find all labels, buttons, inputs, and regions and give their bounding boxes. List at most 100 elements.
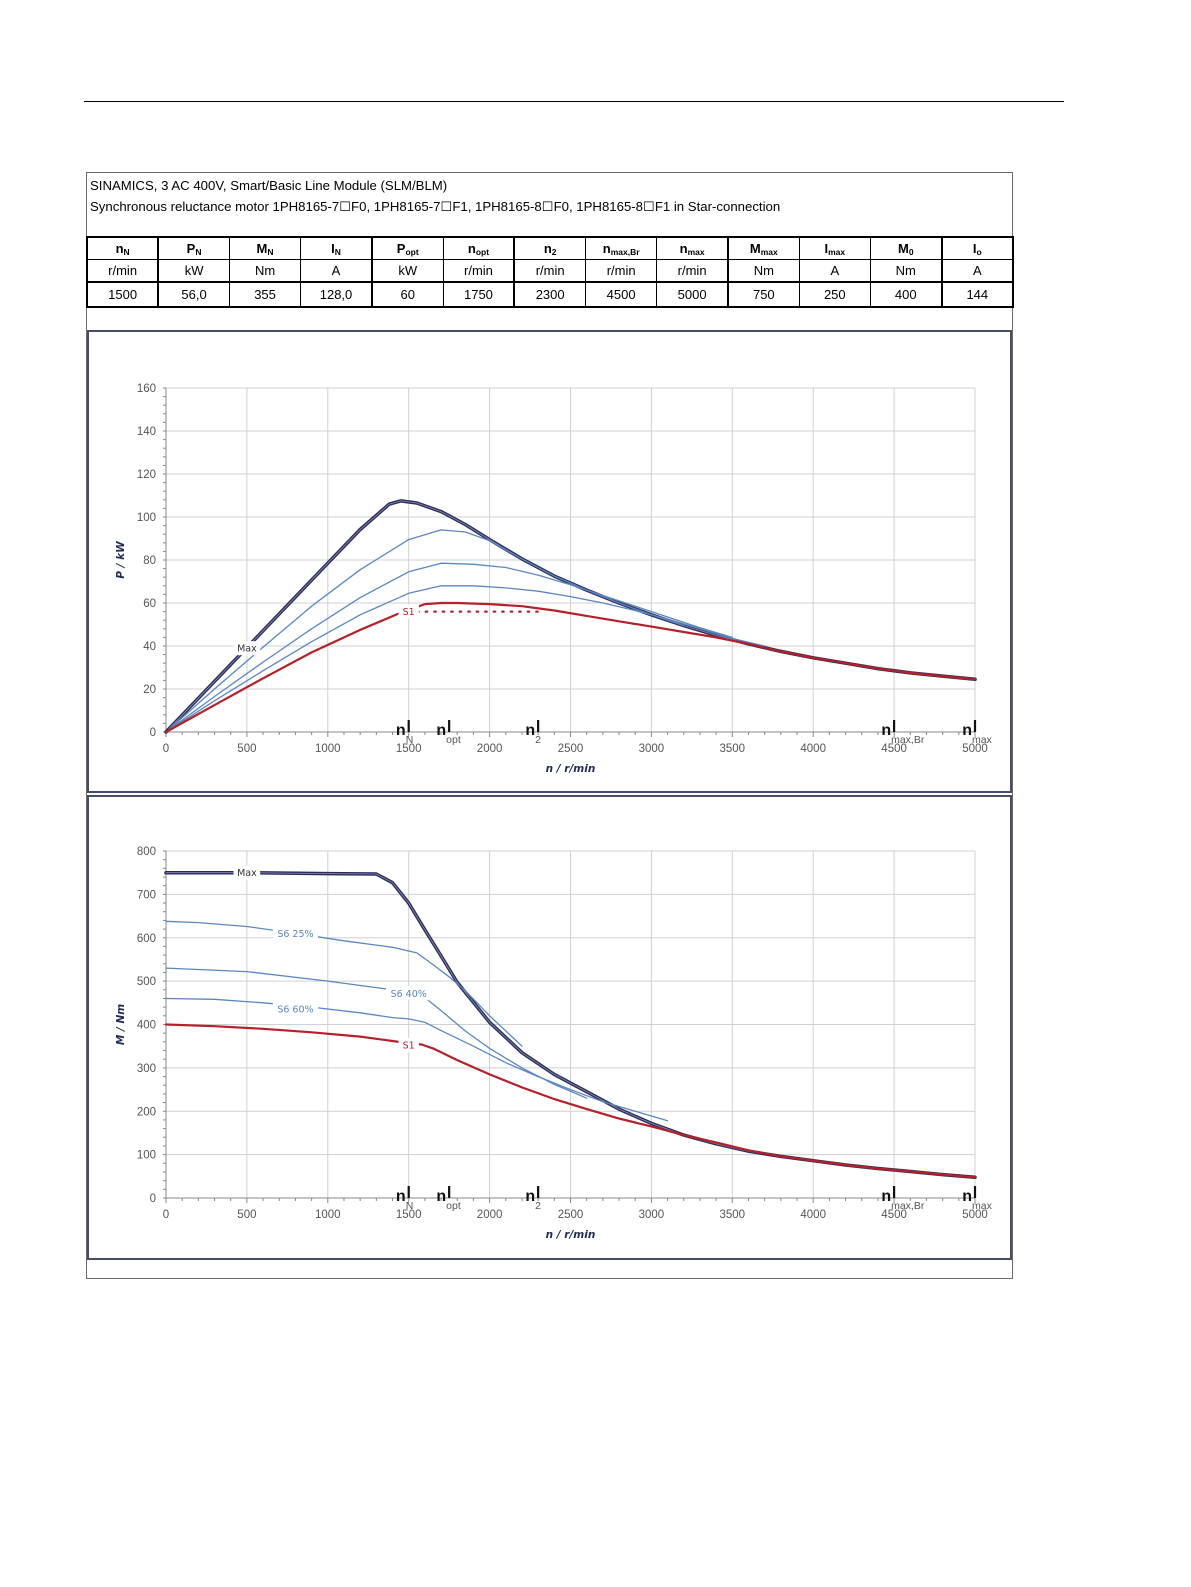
x-tick-label: 3000 bbox=[639, 1209, 665, 1221]
table-header-cell: nmax,Br bbox=[585, 236, 658, 260]
table-header-symbol: M bbox=[749, 240, 761, 256]
table-header-cell: n2 bbox=[513, 236, 587, 260]
series-label: Max bbox=[237, 868, 257, 879]
x-tick-label: 2000 bbox=[477, 1209, 503, 1221]
table-header-symbol: n bbox=[679, 240, 688, 256]
table-header-symbol: M bbox=[256, 240, 268, 256]
speed-marker-subscript: N bbox=[406, 734, 414, 746]
torque-chart: 0 500 1000 1500 2000 2500 3000 3500 4000 4500 5000… bbox=[115, 846, 993, 1241]
speed-marker-subscript: max,Br bbox=[891, 734, 925, 746]
series-line-s1 bbox=[164, 1023, 977, 1179]
y-tick-label: 500 bbox=[137, 976, 156, 988]
x-axis-title: n / r/min bbox=[546, 763, 596, 775]
speed-marker-subscript: opt bbox=[446, 734, 461, 746]
speed-marker-symbol: n bbox=[525, 1188, 535, 1205]
series-label-bg bbox=[272, 1001, 319, 1016]
speed-marker-symbol: n bbox=[881, 1188, 891, 1205]
table-header-symbol: P bbox=[396, 240, 406, 256]
table-unit-cell: A bbox=[300, 259, 373, 283]
series-line-s6-1 bbox=[165, 529, 685, 733]
x-tick-label: 3500 bbox=[720, 1209, 746, 1221]
speed-marker-subscript: 2 bbox=[535, 734, 541, 746]
table-header-symbol: I bbox=[331, 240, 335, 256]
table-value-cell: 250 bbox=[798, 281, 871, 308]
y-tick-label: 140 bbox=[137, 426, 156, 438]
x-tick-label: 1000 bbox=[315, 1209, 341, 1221]
table-header-cell: M0 bbox=[869, 236, 943, 260]
table-unit-cell: r/min bbox=[442, 259, 516, 283]
series-label: S1 bbox=[403, 1040, 415, 1051]
power-chart: 0 500 1000 1500 2000 2500 3000 3500 4000 4500 5000… bbox=[115, 383, 993, 775]
table-value-cell: 60 bbox=[371, 281, 444, 308]
speed-marker-subscript: opt bbox=[446, 1200, 461, 1212]
x-tick-label: 4500 bbox=[881, 1209, 907, 1221]
table-header-cell: nN bbox=[85, 236, 160, 260]
y-tick-label: 120 bbox=[137, 469, 156, 481]
x-tick-label: 1500 bbox=[396, 743, 422, 755]
x-tick-label: 4000 bbox=[800, 743, 826, 755]
series-line-s6-3 bbox=[165, 585, 766, 733]
table-unit-cell: kW bbox=[371, 259, 444, 283]
y-tick-label: 100 bbox=[137, 1150, 156, 1162]
y-tick-label: 700 bbox=[137, 889, 156, 901]
table-header-subscript: o bbox=[976, 246, 982, 257]
table-unit-cell: r/min bbox=[585, 259, 658, 283]
series-label-bg bbox=[398, 604, 419, 619]
series-label: Max bbox=[237, 644, 257, 655]
y-tick-label: 300 bbox=[137, 1063, 156, 1075]
table-unit-cell: A bbox=[941, 259, 1015, 283]
table-header-subscript: N bbox=[123, 246, 130, 257]
table-value-cell: 56,0 bbox=[157, 281, 230, 308]
table-header-cell: Io bbox=[941, 236, 1015, 260]
x-tick-label: 3500 bbox=[720, 743, 746, 755]
speed-marker-symbol: n bbox=[962, 1188, 972, 1205]
speed-marker-symbol: n bbox=[436, 1188, 446, 1205]
table-header-cell: MN bbox=[228, 236, 302, 260]
series-label-bg bbox=[233, 641, 261, 656]
table-header-subscript: max bbox=[760, 246, 778, 257]
speed-marker-symbol: n bbox=[525, 722, 535, 739]
series-label: S1 bbox=[403, 607, 415, 618]
y-tick-label: 160 bbox=[137, 383, 156, 395]
table-header-subscript: opt bbox=[405, 246, 419, 257]
speed-marker-symbol: n bbox=[396, 1188, 406, 1205]
y-tick-label: 60 bbox=[143, 598, 156, 610]
speed-marker-subscript: 2 bbox=[535, 1200, 541, 1212]
series-label-bg bbox=[398, 1037, 419, 1052]
speed-marker-subscript: max,Br bbox=[891, 1200, 925, 1212]
table-header-cell: Popt bbox=[371, 236, 444, 260]
table-header-cell: IN bbox=[300, 236, 373, 260]
datasheet-frame bbox=[86, 172, 1013, 1279]
speed-marker-symbol: n bbox=[396, 722, 406, 739]
series-line-s6-60- bbox=[165, 997, 669, 1122]
x-tick-label: 3000 bbox=[639, 743, 665, 755]
table-header-symbol: M bbox=[897, 240, 909, 256]
y-tick-label: 400 bbox=[137, 1020, 156, 1032]
table-unit-cell: r/min bbox=[513, 259, 587, 283]
x-tick-label: 2500 bbox=[558, 743, 584, 755]
table-header-symbol: I bbox=[972, 240, 977, 256]
x-tick-label: 4500 bbox=[881, 743, 907, 755]
y-tick-label: 100 bbox=[137, 512, 156, 524]
table-unit-cell: kW bbox=[157, 259, 230, 283]
series-label: S6 25% bbox=[277, 929, 313, 940]
speed-marker-symbol: n bbox=[962, 722, 972, 739]
table-header-symbol: n bbox=[115, 240, 124, 256]
table-header-cell: nopt bbox=[442, 236, 516, 260]
x-tick-label: 0 bbox=[163, 743, 169, 755]
series-line-s6-2 bbox=[165, 562, 733, 733]
table-header-subscript: 0 bbox=[908, 246, 914, 257]
table-unit-cell: r/min bbox=[656, 259, 729, 283]
x-tick-label: 500 bbox=[237, 743, 256, 755]
table-header-cell: Mmax bbox=[727, 236, 800, 260]
table-header-symbol: P bbox=[186, 240, 196, 256]
speed-marker-symbol: n bbox=[881, 722, 891, 739]
x-tick-label: 2500 bbox=[558, 1209, 584, 1221]
y-tick-label: 200 bbox=[137, 1106, 156, 1118]
table-value-cell: 1500 bbox=[85, 281, 160, 308]
table-header-subscript: max bbox=[828, 246, 846, 257]
table-header-symbol: n bbox=[467, 240, 476, 256]
table-unit-cell: Nm bbox=[228, 259, 302, 283]
table-header-subscript: opt bbox=[475, 246, 490, 257]
table-header-symbol: n bbox=[602, 240, 611, 256]
